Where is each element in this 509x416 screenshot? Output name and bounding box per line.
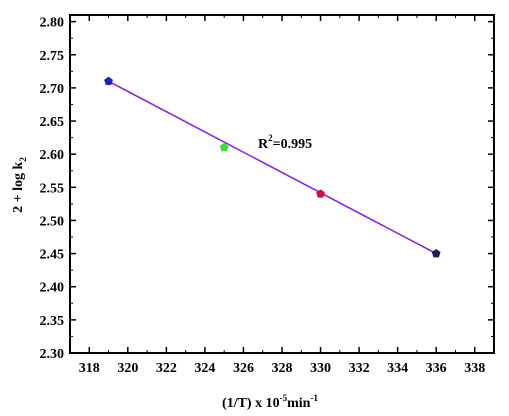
y-tick-label: 2.65 (40, 115, 65, 130)
x-tick-label: 328 (272, 361, 293, 376)
y-tick-label: 2.40 (40, 281, 65, 296)
y-tick-label: 2.80 (40, 16, 65, 31)
x-axis-title-exp: -5 (280, 393, 288, 403)
x-tick-label: 322 (156, 361, 177, 376)
x-tick-label: 338 (464, 361, 485, 376)
y-tick-label: 2.60 (40, 148, 65, 163)
y-tick-label: 2.35 (40, 314, 65, 329)
x-tick-label: 324 (194, 361, 215, 376)
y-tick-label: 2.75 (40, 49, 65, 64)
x-tick-label: 336 (426, 361, 447, 376)
x-tick-label: 326 (233, 361, 254, 376)
annotation-exp: 2 (268, 133, 273, 143)
y-axis-title: 2 + log k2 (11, 157, 28, 213)
y-axis-title-sub: 2 (18, 157, 28, 162)
x-axis-title-base: (1/T) x 10 (222, 396, 280, 411)
series (104, 76, 441, 258)
data-point-4 (431, 248, 441, 258)
x-axis-title-unit-exp: -1 (310, 393, 318, 403)
annotation-rest: =0.995 (273, 137, 312, 152)
x-tick-label: 334 (387, 361, 408, 376)
y-tick-label: 2.45 (40, 248, 65, 263)
tick-labels: 318 320 322 324 326 328 330 332 334 336 338 2.30 2.3… (40, 16, 486, 376)
ticks (70, 15, 494, 354)
y-tick-label: 2.55 (40, 181, 65, 196)
y-tick-label: 2.30 (40, 347, 65, 362)
x-axis-title-unit: min (287, 396, 311, 411)
plot-frame (69, 14, 495, 354)
x-tick-label: 318 (79, 361, 100, 376)
x-axis-title: (1/T) x 10-5min-1 (222, 393, 318, 411)
y-tick-label: 2.50 (40, 214, 65, 229)
x-tick-label: 320 (117, 361, 138, 376)
x-tick-label: 330 (310, 361, 331, 376)
annotation-base: R (258, 137, 269, 152)
data-point-2 (219, 142, 229, 152)
y-tick-label: 2.70 (40, 82, 65, 97)
data-point-1 (104, 76, 113, 86)
x-tick-label: 332 (349, 361, 370, 376)
y-axis-title-base: 2 + log k (11, 161, 26, 212)
data-point-3 (316, 189, 325, 198)
r-squared-annotation: R2=0.995 (258, 133, 312, 152)
fit-line (108, 80, 437, 255)
